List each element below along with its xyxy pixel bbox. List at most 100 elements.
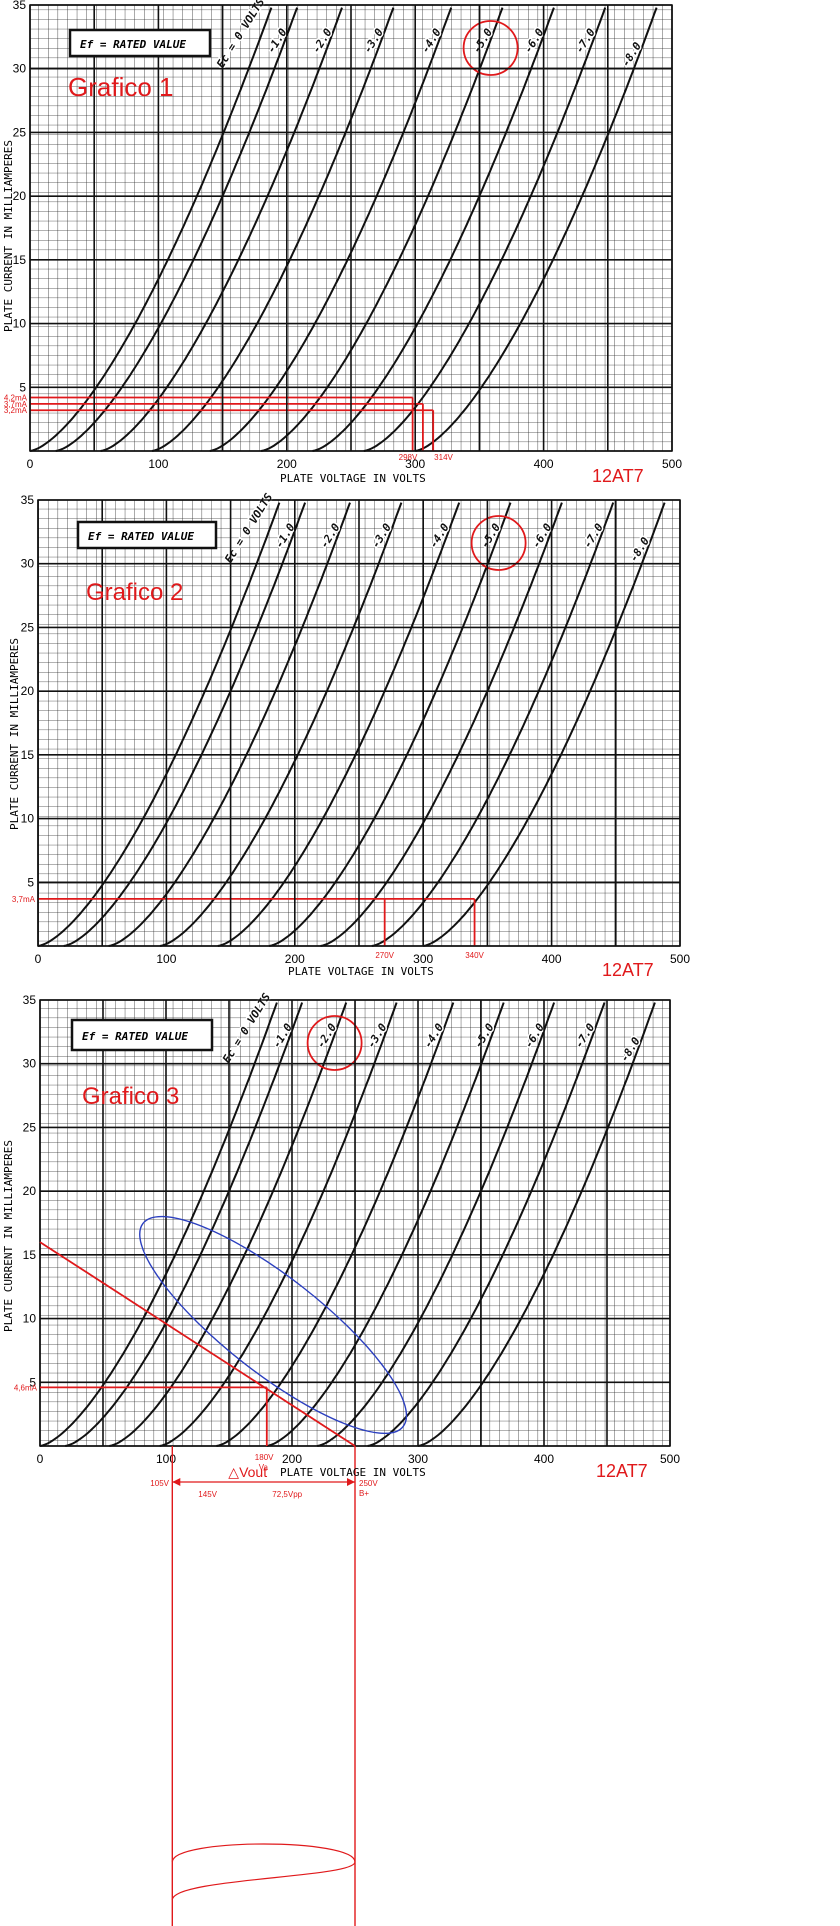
plate-curve — [423, 502, 666, 947]
plate-curve — [55, 7, 299, 452]
x-tick-label: 300 — [408, 1452, 428, 1466]
plate-curve — [320, 502, 563, 947]
legend-box-3: Ef = RATED VALUE — [70, 1018, 214, 1052]
va-label: Va — [259, 1463, 269, 1472]
chart-grafico-1: Ec = 0 VOLTS-1.0 -2.0 -3.0 -4.0 -5.0 -6.0 -7.0… — [2, 0, 682, 486]
vpp-value: 72,5Vpp — [272, 1490, 302, 1499]
x-tick-label: 300 — [413, 952, 433, 966]
y-tick-label: 35 — [21, 493, 35, 507]
x-tick-label: 100 — [156, 1452, 176, 1466]
legend-frame-2 — [76, 520, 218, 550]
circled-curve-marker — [462, 20, 519, 76]
legend-text-3: Ef = RATED VALUE — [82, 1030, 188, 1043]
current-label: 3,2mA — [4, 406, 28, 415]
x-tick-label: 0 — [35, 952, 42, 966]
voltage-label: 298V — [399, 453, 418, 462]
vout-label: △Vout — [228, 1464, 267, 1480]
voltage-label: 340V — [465, 951, 484, 960]
vmin-value: 105V — [150, 1479, 169, 1488]
x-tick-label: 100 — [148, 457, 168, 471]
current-label: 4,6mA — [14, 1383, 38, 1392]
y-tick-label: 5 — [29, 1375, 36, 1389]
x-tick-label: 200 — [285, 952, 305, 966]
y-tick-label: 30 — [13, 62, 27, 76]
swing-ellipse — [139, 1215, 408, 1435]
y-tick-label: 15 — [23, 1248, 37, 1262]
tube-label-2: 12AT7 — [602, 960, 654, 980]
y-tick-label: 25 — [13, 125, 27, 139]
current-label: 3,7mA — [12, 895, 36, 904]
y-tick-label: 5 — [27, 875, 34, 889]
x-tick-label: 500 — [670, 952, 690, 966]
legend-frame-1 — [68, 28, 212, 58]
current-label: 3,7mA — [4, 400, 28, 409]
x-tick-label: 200 — [277, 457, 297, 471]
chart-grafico-2: Ec = 0 VOLTS-1.0 -2.0 -3.0 -4.0 -5.0 -6.0 -7.0… — [8, 489, 690, 980]
y-tick-label: 10 — [13, 317, 27, 331]
ticks-3: 0 100 200 300 400 500 5 10 15 20 25 30 35 — [23, 993, 681, 1466]
plate-curve — [100, 7, 343, 452]
legend-frame-3 — [70, 1018, 214, 1052]
y-tick-label: 30 — [21, 557, 35, 571]
plate-curve — [266, 1002, 505, 1447]
plate-curve — [151, 7, 395, 452]
y-tick-label: 35 — [13, 0, 27, 12]
arrow-head-right — [347, 1478, 355, 1486]
plate-curve — [108, 502, 351, 947]
tube-label-3: 12AT7 — [596, 1461, 648, 1481]
delta-a-value: 145V — [198, 1490, 217, 1499]
x-tick-label: 300 — [405, 457, 425, 471]
plate-curve — [317, 1002, 556, 1447]
y-tick-label: 15 — [21, 748, 35, 762]
y-axis-label-2: PLATE CURRENT IN MILLIAMPERES — [8, 638, 21, 830]
y-tick-label: 35 — [23, 993, 37, 1007]
plate-curve — [109, 1002, 348, 1447]
chart-title-2: Grafico 2 — [86, 579, 183, 606]
plate-curve — [39, 1002, 278, 1447]
bplus-label: B+ — [359, 1489, 369, 1498]
y-tick-label: 10 — [23, 1312, 37, 1326]
chart-grafico-3: Ec = 0 VOLTS-1.0 -2.0 -3.0 -4.0 -5.0 -6.0 -7.0… — [2, 989, 681, 1926]
plate-curve — [371, 502, 615, 947]
y-tick-label: 25 — [21, 620, 35, 634]
y-axis-label-1: PLATE CURRENT IN MILLIAMPERES — [2, 140, 15, 332]
legend-box-2: Ef = RATED VALUE — [76, 520, 218, 550]
plate-curve — [159, 1002, 398, 1447]
x-axis-label-1: PLATE VOLTAGE IN VOLTS — [280, 472, 426, 485]
va-value: 180V — [255, 1453, 274, 1462]
plate-curve — [363, 7, 607, 452]
voltage-label: 314V — [434, 453, 453, 462]
x-axis-label-3: PLATE VOLTAGE IN VOLTS — [280, 1466, 426, 1479]
y-tick-label: 10 — [21, 812, 35, 826]
load-line — [39, 1241, 356, 1447]
plate-curve — [65, 1002, 304, 1447]
y-tick-label: 5 — [19, 380, 26, 394]
plate-curve — [217, 502, 461, 947]
ticks-1: 0 100 200 300 400 500 5 10 15 20 25 30 35 — [13, 0, 683, 471]
legend-text-1: Ef = RATED VALUE — [80, 38, 186, 51]
circled-curve-marker — [470, 515, 527, 571]
swing-wave-bottom — [171, 1861, 356, 1901]
plate-curve — [159, 502, 403, 947]
y-tick-label: 25 — [23, 1120, 37, 1134]
chart-title-1: Grafico 1 — [68, 72, 174, 102]
y-tick-label: 20 — [23, 1184, 37, 1198]
current-label: 4,2mA — [4, 393, 28, 402]
plate-curve — [415, 7, 658, 452]
plate-curve — [29, 7, 273, 452]
x-tick-label: 0 — [27, 457, 34, 471]
x-tick-label: 200 — [282, 1452, 302, 1466]
y-axis-label-3: PLATE CURRENT IN MILLIAMPERES — [2, 1140, 15, 1332]
plate-curve — [260, 7, 504, 452]
y-tick-label: 20 — [13, 189, 27, 203]
legend-text-2: Ef = RATED VALUE — [88, 530, 194, 543]
x-tick-label: 500 — [660, 1452, 680, 1466]
x-tick-label: 400 — [534, 1452, 554, 1466]
plate-curve — [63, 502, 307, 947]
annotations-2: 270V 340V 3,7mA — [12, 895, 485, 960]
x-tick-label: 400 — [534, 457, 554, 471]
plate-curve — [268, 502, 512, 947]
legend-box-1: Ef = RATED VALUE — [68, 28, 212, 58]
